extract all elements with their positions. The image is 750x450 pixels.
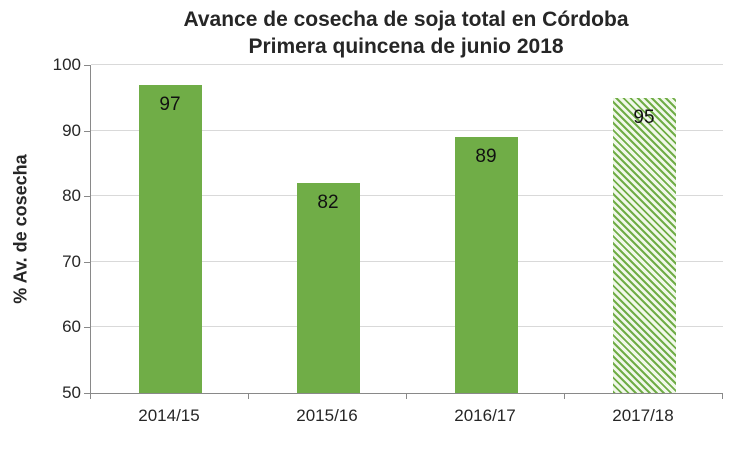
bar-2015-16 bbox=[296, 183, 360, 393]
x-tick-mark-2 bbox=[406, 394, 407, 399]
y-tick-mark-100 bbox=[84, 65, 90, 66]
bar-2017-18 bbox=[612, 97, 676, 393]
y-tick-mark-90 bbox=[84, 130, 90, 132]
x-tick-mark-1 bbox=[248, 394, 249, 399]
plot-area: 97 82 89 95 bbox=[90, 64, 723, 394]
gridline-80 bbox=[91, 195, 723, 197]
data-label-2017-18: 95 bbox=[633, 106, 655, 128]
bar-2016-17 bbox=[454, 137, 518, 393]
y-tick-label-80: 80 bbox=[62, 186, 81, 206]
y-tick-label-50: 50 bbox=[62, 383, 81, 402]
x-tick-mark-3 bbox=[564, 394, 565, 399]
y-axis-title: % Av. de cosecha bbox=[10, 154, 31, 304]
y-tick-label-100: 100 bbox=[52, 55, 81, 74]
x-axis-label-2017-18: 2017/18 bbox=[612, 406, 674, 425]
x-axis-label-2016-17: 2016/17 bbox=[454, 406, 516, 425]
gridline-70 bbox=[91, 260, 723, 262]
data-label-2016-17: 89 bbox=[475, 146, 497, 168]
gridline-90 bbox=[91, 129, 723, 131]
y-tick-mark-50 bbox=[84, 393, 90, 394]
y-tick-mark-60 bbox=[84, 327, 90, 329]
y-tick-mark-70 bbox=[84, 261, 90, 263]
x-axis-label-2015-16: 2015/16 bbox=[296, 406, 358, 425]
x-tick-mark-4 bbox=[722, 394, 723, 399]
chart-title: Avance de cosecha de soja total en Córdo… bbox=[90, 6, 722, 60]
x-tick-mark-0 bbox=[90, 394, 91, 399]
y-tick-mark-80 bbox=[84, 196, 90, 198]
bar-2014-15 bbox=[138, 84, 202, 393]
x-axis-label-2014-15: 2014/15 bbox=[138, 406, 200, 425]
y-tick-label-90: 90 bbox=[62, 120, 81, 140]
chart-title-line1: Avance de cosecha de soja total en Córdo… bbox=[183, 8, 629, 31]
y-tick-label-60: 60 bbox=[62, 317, 81, 337]
gridline-60 bbox=[91, 326, 723, 328]
y-tick-label-70: 70 bbox=[62, 251, 81, 271]
gridline-100 bbox=[91, 64, 723, 65]
data-label-2014-15: 97 bbox=[159, 93, 181, 115]
chart-title-line2: Primera quincena de junio 2018 bbox=[248, 35, 564, 58]
data-label-2015-16: 82 bbox=[317, 192, 339, 214]
